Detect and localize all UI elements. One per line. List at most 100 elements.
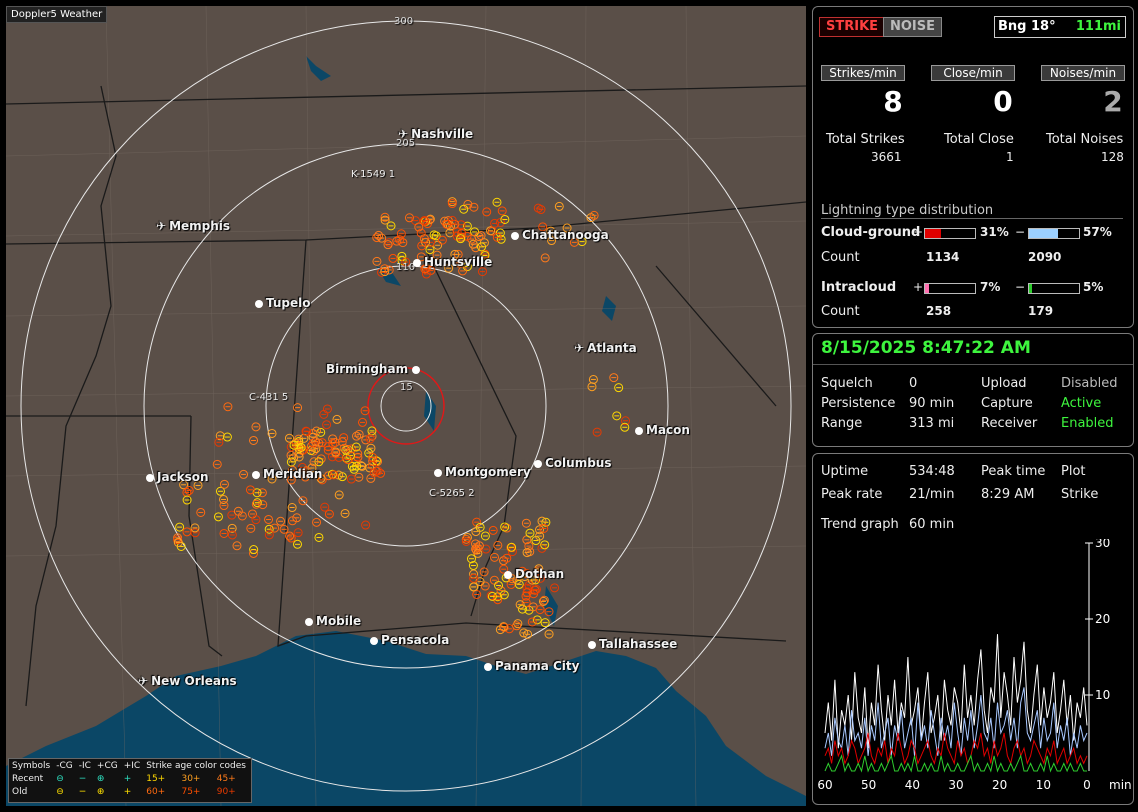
legend-header: +IC xyxy=(123,760,141,771)
map-canvas[interactable] xyxy=(6,6,806,806)
strike-symbol xyxy=(450,249,460,259)
strike-symbol xyxy=(245,485,255,495)
strike-symbol xyxy=(314,532,324,542)
noises-per-min-value: 2 xyxy=(1103,85,1123,118)
city-huntsville[interactable]: Huntsville xyxy=(413,255,492,269)
x-tick-label: 40 xyxy=(905,778,920,792)
y-tick-label: 30 xyxy=(1095,539,1110,550)
city-dot-icon xyxy=(534,459,542,468)
strike-button[interactable]: STRIKE xyxy=(819,17,886,37)
city-macon[interactable]: Macon xyxy=(635,423,690,437)
city-tallahassee[interactable]: Tallahassee xyxy=(588,637,677,651)
plus-cg-symbol-icon: ⊕ xyxy=(96,786,105,797)
strike-symbol xyxy=(328,434,338,444)
range-ring-label: 110 xyxy=(396,262,416,273)
strike-symbol xyxy=(386,221,396,231)
total-close-value: 1 xyxy=(1006,150,1014,164)
datetime-display: 8/15/2025 8:47:22 AM xyxy=(821,338,1031,358)
city-tupelo[interactable]: Tupelo xyxy=(255,296,311,310)
strike-symbol xyxy=(312,426,322,436)
x-tick-label: 10 xyxy=(1036,778,1051,792)
strike-symbol xyxy=(480,251,490,261)
city-birmingham[interactable]: Birmingham xyxy=(326,362,423,376)
strike-symbol xyxy=(301,466,311,476)
storm-cell-label[interactable]: K-1549 1 xyxy=(351,169,396,180)
x-unit-label: min xyxy=(1109,778,1132,792)
rates-panel: STRIKE NOISE Bng 18° 111mi Strikes/min C… xyxy=(812,6,1134,328)
city-chattanooga[interactable]: Chattanooga xyxy=(511,228,609,242)
strike-symbol xyxy=(264,514,274,524)
strike-symbol xyxy=(462,221,472,231)
plus-cg-symbol-icon: ⊕ xyxy=(96,773,105,784)
strike-symbol xyxy=(212,459,222,469)
strike-symbol xyxy=(523,629,533,639)
strike-symbol xyxy=(417,241,427,251)
city-meridian[interactable]: Meridian xyxy=(252,467,322,481)
strike-symbol xyxy=(527,575,537,585)
strike-symbol xyxy=(416,252,426,262)
noise-button[interactable]: NOISE xyxy=(883,17,943,37)
city-new-orleans[interactable]: ✈ New Orleans xyxy=(138,674,237,688)
city-memphis[interactable]: ✈ Memphis xyxy=(156,219,231,233)
strike-symbol xyxy=(499,622,509,632)
city-nashville[interactable]: ✈ Nashville xyxy=(398,127,474,141)
x-tick-label: 60 xyxy=(817,778,832,792)
strike-symbol xyxy=(374,230,384,240)
plus-sign: + xyxy=(913,280,924,294)
strike-symbol xyxy=(334,490,344,500)
strike-symbol xyxy=(456,234,466,244)
strike-symbol xyxy=(546,226,556,236)
strike-symbol xyxy=(437,235,447,245)
strike-symbol xyxy=(279,524,289,534)
city-atlanta[interactable]: ✈ Atlanta xyxy=(574,341,637,355)
city-panama-city[interactable]: Panama City xyxy=(484,659,579,673)
city-mobile[interactable]: Mobile xyxy=(305,614,361,628)
strike-symbol xyxy=(227,510,237,520)
divider xyxy=(813,364,1133,365)
strike-symbol xyxy=(190,523,200,533)
airport-icon: ✈ xyxy=(398,127,409,141)
strike-symbol xyxy=(316,473,326,483)
strike-symbol xyxy=(351,442,361,452)
airport-icon: ✈ xyxy=(138,674,149,688)
strikes-per-min-header[interactable]: Strikes/min xyxy=(821,65,905,81)
city-columbus[interactable]: Columbus xyxy=(534,456,612,470)
strike-symbol xyxy=(368,452,378,462)
trend-series-line xyxy=(824,634,1088,749)
strike-symbol xyxy=(287,503,297,513)
city-dot-icon xyxy=(305,617,313,626)
strike-symbol xyxy=(479,567,489,577)
strike-symbol xyxy=(490,218,500,228)
strike-symbol xyxy=(472,543,482,553)
strike-symbol xyxy=(587,382,597,392)
city-dothan[interactable]: Dothan xyxy=(504,567,564,581)
bearing-readout: Bng 18° 111mi xyxy=(994,16,1126,38)
ic-negative-fill xyxy=(1029,284,1032,293)
noises-per-min-header[interactable]: Noises/min xyxy=(1041,65,1125,81)
cg-positive-fill xyxy=(925,229,941,238)
strike-symbol xyxy=(421,269,431,279)
legend-header: Symbols xyxy=(12,760,51,771)
strikes-per-min-value: 8 xyxy=(883,85,903,118)
close-per-min-header[interactable]: Close/min xyxy=(931,65,1015,81)
strike-symbol xyxy=(512,621,522,631)
trend-graph-value[interactable]: 60 min xyxy=(909,517,955,532)
age-code: 75+ xyxy=(181,786,201,797)
lightning-map[interactable]: Doppler5 Weather 300 205 110 15 ✈ Nashvil… xyxy=(6,6,806,806)
strike-symbol xyxy=(519,628,529,638)
range-label: Range xyxy=(821,416,863,431)
plot-value[interactable]: Strike xyxy=(1061,487,1099,502)
storm-cell-label[interactable]: C-431 5 xyxy=(249,392,289,403)
strike-symbol xyxy=(540,540,550,550)
storm-cell-label[interactable]: C-5265 2 xyxy=(429,488,475,499)
strike-symbol xyxy=(361,520,371,530)
city-montgomery[interactable]: Montgomery xyxy=(434,465,531,479)
city-pensacola[interactable]: Pensacola xyxy=(370,633,449,647)
strike-symbol xyxy=(477,242,487,252)
city-jackson[interactable]: Jackson xyxy=(146,470,209,484)
strike-symbol xyxy=(376,468,386,478)
strike-symbol xyxy=(173,537,183,547)
strike-symbol xyxy=(569,237,579,247)
strike-symbol xyxy=(294,452,304,462)
status-panel: 8/15/2025 8:47:22 AM Squelch 0 Upload Di… xyxy=(812,333,1134,447)
